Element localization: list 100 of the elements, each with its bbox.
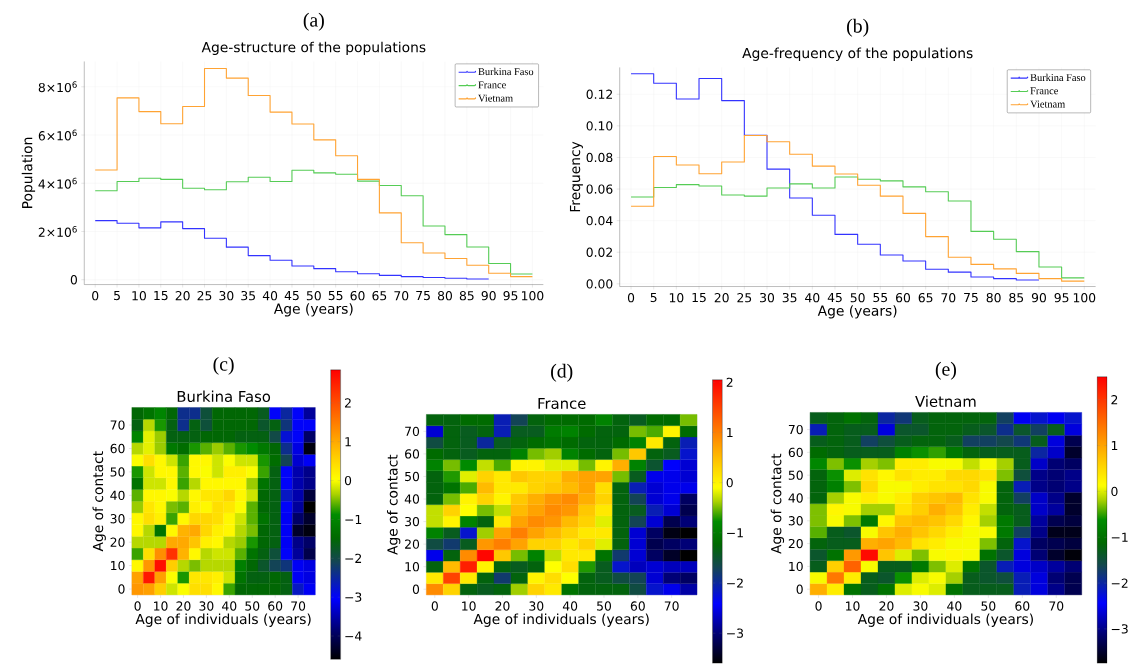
x-tick-label: 60 bbox=[268, 601, 283, 611]
y-tick-label: 50 bbox=[788, 470, 803, 481]
x-tick-label: 5 bbox=[650, 293, 657, 303]
color-bar-label: 1 bbox=[1111, 441, 1118, 451]
x-tick-label: 80 bbox=[986, 293, 1001, 303]
x-tick-label: 40 bbox=[222, 601, 237, 611]
x-axis-title: Age of individuals (years) bbox=[473, 613, 649, 628]
x-tick-label: 10 bbox=[846, 601, 860, 611]
x-axis-title: Age (years) bbox=[273, 303, 353, 317]
x-tick-label: 60 bbox=[630, 601, 645, 611]
x-tick-label: 20 bbox=[879, 601, 894, 611]
color-bar-label: −3 bbox=[345, 592, 362, 603]
y-tick-label: 0.12 bbox=[586, 89, 612, 100]
text: (e) bbox=[935, 362, 957, 381]
y-tick-label: 40 bbox=[110, 490, 125, 501]
y-tick-label: 30 bbox=[788, 516, 803, 526]
y-tick-label: 0 bbox=[70, 275, 77, 285]
x-tick-label: 70 bbox=[941, 293, 956, 303]
x-tick-label: 10 bbox=[154, 601, 168, 611]
x-tick-label: 90 bbox=[1031, 293, 1046, 303]
x-tick-label: 35 bbox=[241, 291, 255, 301]
x-tick-label: 60 bbox=[1015, 601, 1030, 611]
x-tick-label: 100 bbox=[522, 291, 544, 301]
x-tick-label: 15 bbox=[692, 293, 706, 303]
color-bar-label: 1 bbox=[345, 437, 351, 447]
color-bar-label: 2 bbox=[344, 398, 351, 408]
y-tick-label: 50 bbox=[110, 467, 125, 477]
x-tick-label: 70 bbox=[291, 601, 306, 611]
x-tick-label: 65 bbox=[372, 291, 387, 301]
y-tick-label: 30 bbox=[110, 514, 125, 524]
y-tick-label: 8×10$^{6}$ bbox=[38, 81, 77, 93]
x-tick-label: 15 bbox=[154, 291, 168, 301]
x-tick-label: 50 bbox=[306, 291, 321, 301]
x-tick-label: 10 bbox=[462, 601, 476, 611]
legend-label: Burkina Faso bbox=[478, 68, 534, 76]
color-bar-label: 2 bbox=[726, 377, 733, 388]
text: (b) bbox=[847, 19, 869, 37]
legend-label: Burkina Faso bbox=[1030, 74, 1086, 82]
x-tick-label: 10 bbox=[669, 293, 684, 303]
text: (c) bbox=[213, 357, 234, 376]
chart-title: Vietnam bbox=[915, 395, 976, 408]
x-tick-label: 20 bbox=[175, 291, 190, 301]
y-tick-label: 40 bbox=[404, 494, 420, 504]
y-tick-label: 60 bbox=[110, 444, 125, 454]
y-tick-label: 20 bbox=[405, 539, 420, 550]
x-tick-label: 0 bbox=[92, 291, 99, 301]
y-tick-label: 0.04 bbox=[586, 216, 613, 226]
color-bar-label: −4 bbox=[345, 631, 362, 641]
color-bar-label: −3 bbox=[1111, 624, 1128, 634]
legend-label: Vietnam bbox=[1030, 100, 1066, 108]
color-bar-label: −1 bbox=[345, 515, 362, 525]
color-bar-label: −2 bbox=[345, 553, 362, 564]
y-tick-label: 40 bbox=[788, 493, 803, 503]
x-tick-label: 85 bbox=[1009, 293, 1024, 303]
text: (d) bbox=[551, 364, 573, 382]
y-tick-label: 0.06 bbox=[586, 184, 613, 194]
x-tick-label: 30 bbox=[913, 601, 928, 611]
y-tick-label: 2×10$^{6}$ bbox=[38, 226, 77, 238]
chart-title: Age-structure of the populations bbox=[201, 41, 426, 56]
y-axis-title: Frequency bbox=[569, 141, 583, 212]
x-axis-title: Age of individuals (years) bbox=[857, 613, 1033, 628]
y-tick-label: 10 bbox=[111, 561, 125, 571]
x-tick-label: 40 bbox=[262, 291, 278, 301]
color-bar-label: −3 bbox=[727, 628, 744, 639]
x-tick-label: 25 bbox=[737, 293, 752, 303]
y-axis-title: Population bbox=[21, 138, 36, 209]
x-tick-label: 20 bbox=[714, 293, 729, 303]
y-tick-label: 0 bbox=[412, 584, 420, 595]
y-tick-label: 0.02 bbox=[586, 247, 612, 258]
color-bar-label: −1 bbox=[727, 528, 743, 538]
x-tick-label: 0 bbox=[815, 601, 822, 611]
y-tick-label: 4×10$^{6}$ bbox=[38, 178, 77, 189]
x-axis-title: Age (years) bbox=[817, 305, 897, 319]
y-tick-label: 0.10 bbox=[586, 121, 613, 131]
legend-label: France bbox=[1030, 87, 1058, 95]
x-tick-label: 20 bbox=[176, 601, 191, 611]
y-tick-label: 0 bbox=[796, 584, 803, 595]
x-tick-label: 10 bbox=[132, 291, 146, 301]
x-tick-label: 0 bbox=[431, 601, 438, 611]
legend-label: Vietnam bbox=[478, 94, 513, 102]
y-axis-title: Age of contact bbox=[386, 454, 401, 556]
x-tick-label: 95 bbox=[1054, 293, 1069, 303]
text: (a) bbox=[303, 13, 324, 31]
chart-title: Age-frequency of the populations bbox=[742, 47, 973, 62]
x-tick-label: 30 bbox=[760, 293, 775, 303]
y-tick-label: 70 bbox=[110, 420, 125, 430]
y-axis-title: Age of contact bbox=[92, 451, 106, 552]
x-tick-label: 60 bbox=[350, 291, 365, 301]
x-tick-label: 55 bbox=[873, 293, 888, 303]
color-bar-label: −1 bbox=[1111, 532, 1128, 542]
x-tick-label: 90 bbox=[481, 291, 496, 301]
x-tick-label: 25 bbox=[197, 291, 212, 301]
x-tick-label: 55 bbox=[328, 291, 343, 301]
y-tick-label: 20 bbox=[110, 537, 125, 548]
x-tick-label: 85 bbox=[459, 291, 474, 301]
y-tick-label: 70 bbox=[788, 425, 803, 435]
color-bar-label: 0 bbox=[344, 476, 352, 486]
x-tick-label: 70 bbox=[664, 601, 679, 611]
x-tick-label: 95 bbox=[503, 291, 518, 301]
x-tick-label: 50 bbox=[850, 293, 865, 303]
